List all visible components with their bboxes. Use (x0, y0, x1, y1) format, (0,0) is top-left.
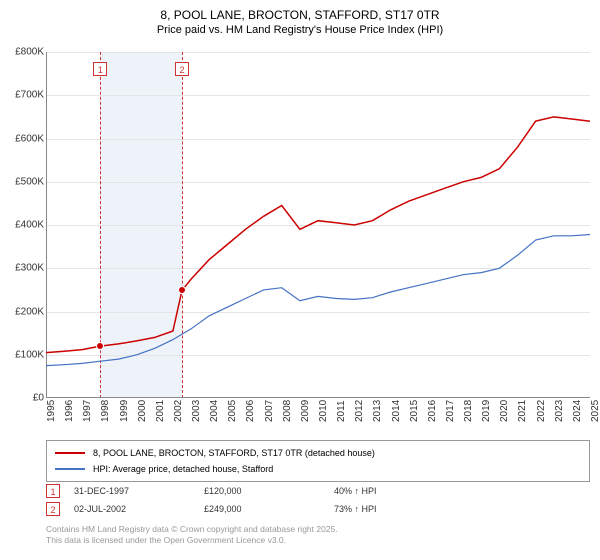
legend-row: 8, POOL LANE, BROCTON, STAFFORD, ST17 0T… (55, 445, 581, 461)
chart-container: 8, POOL LANE, BROCTON, STAFFORD, ST17 0T… (0, 0, 600, 560)
data-date: 02-JUL-2002 (74, 504, 204, 514)
x-tick-label: 2024 (572, 400, 583, 422)
data-marker: 1 (46, 484, 60, 498)
x-tick-label: 2014 (391, 400, 402, 422)
x-tick-label: 2004 (209, 400, 220, 422)
legend-swatch (55, 468, 85, 470)
x-tick-label: 2000 (137, 400, 148, 422)
y-tick-label: £500K (2, 176, 44, 187)
data-point (96, 342, 104, 350)
x-tick-label: 2010 (318, 400, 329, 422)
x-tick-label: 2020 (499, 400, 510, 422)
data-pct: 40% ↑ HPI (334, 486, 464, 496)
x-tick-label: 2025 (590, 400, 600, 422)
data-marker: 2 (46, 502, 60, 516)
y-tick-label: £800K (2, 47, 44, 58)
series-line (46, 235, 590, 366)
x-tick-label: 1998 (100, 400, 111, 422)
x-tick-label: 1999 (119, 400, 130, 422)
x-tick-label: 2015 (409, 400, 420, 422)
footer: Contains HM Land Registry data © Crown c… (46, 524, 338, 546)
x-tick-label: 2023 (554, 400, 565, 422)
footer-line-2: This data is licensed under the Open Gov… (46, 535, 338, 546)
x-tick-label: 2021 (517, 400, 528, 422)
chart-lines (46, 52, 590, 398)
y-tick-label: £400K (2, 220, 44, 231)
x-tick-label: 2002 (173, 400, 184, 422)
marker-box: 2 (175, 62, 189, 76)
legend-swatch (55, 452, 85, 454)
legend: 8, POOL LANE, BROCTON, STAFFORD, ST17 0T… (46, 440, 590, 482)
chart-subtitle: Price paid vs. HM Land Registry's House … (0, 24, 600, 36)
data-table: 1 31-DEC-1997£120,00040% ↑ HPI 2 02-JUL-200… (46, 482, 464, 518)
x-tick-label: 1995 (46, 400, 57, 422)
x-tick-label: 2019 (481, 400, 492, 422)
data-price: £120,000 (204, 486, 334, 496)
legend-label: 8, POOL LANE, BROCTON, STAFFORD, ST17 0T… (93, 448, 375, 458)
x-tick-label: 2001 (155, 400, 166, 422)
legend-row: HPI: Average price, detached house, Staf… (55, 461, 581, 477)
x-tick-label: 2009 (300, 400, 311, 422)
footer-line-1: Contains HM Land Registry data © Crown c… (46, 524, 338, 535)
marker-box: 1 (93, 62, 107, 76)
series-line (46, 117, 590, 353)
x-tick-label: 2016 (427, 400, 438, 422)
x-tick-label: 1997 (82, 400, 93, 422)
x-tick-label: 2022 (536, 400, 547, 422)
data-pct: 73% ↑ HPI (334, 504, 464, 514)
x-tick-label: 2011 (336, 400, 347, 422)
x-tick-label: 2013 (372, 400, 383, 422)
y-tick-label: £100K (2, 349, 44, 360)
data-table-row: 1 31-DEC-1997£120,00040% ↑ HPI (46, 482, 464, 500)
x-tick-label: 1996 (64, 400, 75, 422)
y-tick-label: £0 (2, 393, 44, 404)
x-tick-label: 2008 (282, 400, 293, 422)
y-tick-label: £200K (2, 306, 44, 317)
chart-title: 8, POOL LANE, BROCTON, STAFFORD, ST17 0T… (0, 8, 600, 22)
x-tick-label: 2017 (445, 400, 456, 422)
title-block: 8, POOL LANE, BROCTON, STAFFORD, ST17 0T… (0, 0, 600, 36)
x-tick-label: 2012 (354, 400, 365, 422)
x-tick-label: 2005 (227, 400, 238, 422)
data-table-row: 2 02-JUL-2002£249,00073% ↑ HPI (46, 500, 464, 518)
y-tick-label: £600K (2, 133, 44, 144)
x-tick-label: 2007 (264, 400, 275, 422)
y-tick-label: £700K (2, 90, 44, 101)
x-tick-label: 2003 (191, 400, 202, 422)
x-tick-label: 2018 (463, 400, 474, 422)
data-price: £249,000 (204, 504, 334, 514)
data-date: 31-DEC-1997 (74, 486, 204, 496)
legend-label: HPI: Average price, detached house, Staf… (93, 464, 273, 474)
y-tick-label: £300K (2, 263, 44, 274)
x-tick-label: 2006 (245, 400, 256, 422)
data-point (178, 286, 186, 294)
